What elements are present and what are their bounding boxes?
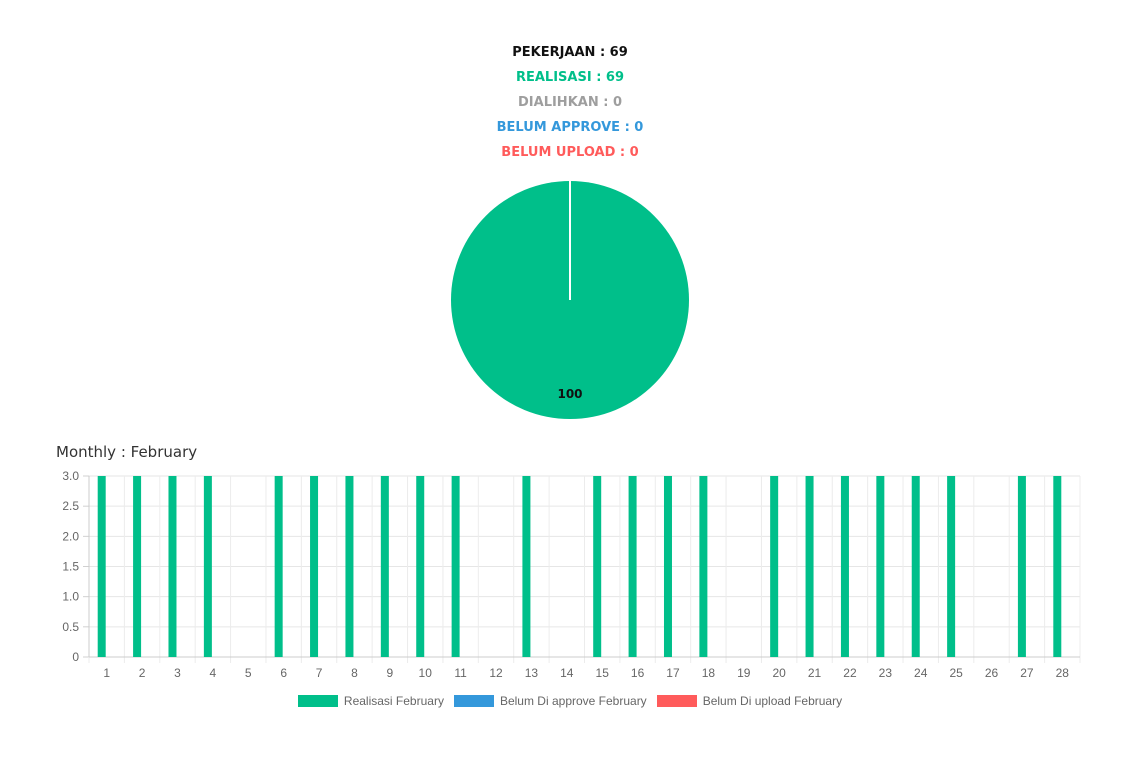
pie-chart-svg[interactable]: 100 bbox=[440, 170, 700, 430]
pie-data-label: 100 bbox=[557, 387, 582, 401]
bar-realisasi-february-15[interactable] bbox=[593, 476, 602, 657]
bar-realisasi-february-18[interactable] bbox=[699, 476, 708, 657]
bar-realisasi-february-20[interactable] bbox=[770, 476, 779, 657]
bar-realisasi-february-24[interactable] bbox=[911, 476, 920, 657]
x-tick-label: 22 bbox=[843, 666, 857, 680]
x-tick-label: 16 bbox=[631, 666, 645, 680]
bar-realisasi-february-27[interactable] bbox=[1017, 476, 1026, 657]
bar-realisasi-february-28[interactable] bbox=[1053, 476, 1062, 657]
realisasi-count: REALISASI : 69 bbox=[515, 70, 625, 85]
x-tick-label: 23 bbox=[879, 666, 893, 680]
x-tick-label: 1 bbox=[103, 666, 110, 680]
belum-upload-count: BELUM UPLOAD : 0 bbox=[501, 145, 639, 160]
bar-realisasi-february-8[interactable] bbox=[345, 476, 354, 657]
x-tick-label: 8 bbox=[351, 666, 358, 680]
x-tick-label: 18 bbox=[702, 666, 716, 680]
bar-realisasi-february-7[interactable] bbox=[310, 476, 319, 657]
bar-realisasi-february-4[interactable] bbox=[203, 476, 212, 657]
x-tick-label: 15 bbox=[596, 666, 610, 680]
x-tick-label: 28 bbox=[1056, 666, 1070, 680]
y-tick-label: 1.5 bbox=[62, 560, 79, 574]
bar-realisasi-february-23[interactable] bbox=[876, 476, 885, 657]
y-tick-label: 3.0 bbox=[62, 469, 79, 483]
belum-approve-count: BELUM APPROVE : 0 bbox=[496, 120, 644, 135]
bar-realisasi-february-10[interactable] bbox=[416, 476, 425, 657]
x-tick-label: 26 bbox=[985, 666, 999, 680]
x-tick-label: 9 bbox=[386, 666, 393, 680]
dialihkan-count: DIALIHKAN : 0 bbox=[518, 95, 622, 110]
y-tick-label: 0.5 bbox=[62, 620, 79, 634]
legend-item[interactable]: Belum Di upload February bbox=[656, 694, 843, 708]
bar-realisasi-february-25[interactable] bbox=[947, 476, 956, 657]
x-tick-label: 13 bbox=[525, 666, 539, 680]
x-tick-label: 7 bbox=[316, 666, 323, 680]
legend-swatch bbox=[656, 695, 697, 707]
bar-realisasi-february-9[interactable] bbox=[380, 476, 389, 657]
x-tick-label: 4 bbox=[210, 666, 217, 680]
bar-realisasi-february-21[interactable] bbox=[805, 476, 814, 657]
x-tick-label: 17 bbox=[666, 666, 680, 680]
bar-realisasi-february-17[interactable] bbox=[663, 476, 672, 657]
monthly-bar-chart[interactable]: 00.51.01.52.02.53.01 2 3 4 5 6 7 8 9 10 11 12 13 14 15… bbox=[0, 460, 1140, 690]
bar-realisasi-february-22[interactable] bbox=[840, 476, 849, 657]
x-tick-label: 14 bbox=[560, 666, 574, 680]
legend-item[interactable]: Realisasi February bbox=[297, 694, 444, 708]
bar-realisasi-february-3[interactable] bbox=[168, 476, 177, 657]
x-tick-label: 11 bbox=[454, 666, 467, 680]
bar-realisasi-february-6[interactable] bbox=[274, 476, 283, 657]
bar-realisasi-february-1[interactable] bbox=[97, 476, 106, 657]
bar-realisasi-february-16[interactable] bbox=[628, 476, 637, 657]
legend-label: Realisasi February bbox=[343, 694, 444, 708]
y-tick-label: 1.0 bbox=[62, 590, 79, 604]
legend-swatch bbox=[297, 695, 338, 707]
pie-chart[interactable]: 100 bbox=[440, 170, 700, 430]
x-tick-label: 19 bbox=[737, 666, 751, 680]
legend-swatch bbox=[453, 695, 494, 707]
legend-label: Belum Di upload February bbox=[702, 694, 843, 708]
x-tick-label: 12 bbox=[489, 666, 503, 680]
y-tick-label: 2.5 bbox=[62, 499, 79, 513]
bar-realisasi-february-13[interactable] bbox=[522, 476, 531, 657]
y-tick-label: 2.0 bbox=[62, 529, 79, 543]
x-tick-label: 6 bbox=[280, 666, 287, 680]
chart-legend: Realisasi February Belum Di approve Febru… bbox=[0, 694, 1140, 708]
legend-label: Belum Di approve February bbox=[499, 694, 647, 708]
x-tick-label: 21 bbox=[808, 666, 822, 680]
x-tick-label: 24 bbox=[914, 666, 928, 680]
bar-realisasi-february-2[interactable] bbox=[133, 476, 142, 657]
pekerjaan-count: PEKERJAAN : 69 bbox=[512, 45, 628, 60]
summary-stats: PEKERJAAN : 69 REALISASI : 69 DIALIHKAN … bbox=[0, 40, 1140, 165]
x-tick-label: 5 bbox=[245, 666, 252, 680]
legend-item[interactable]: Belum Di approve February bbox=[453, 694, 647, 708]
x-tick-label: 20 bbox=[772, 666, 786, 680]
x-tick-label: 27 bbox=[1020, 666, 1034, 680]
x-tick-label: 3 bbox=[174, 666, 181, 680]
x-tick-label: 10 bbox=[419, 666, 433, 680]
monthly-title: Monthly : February bbox=[56, 443, 198, 461]
bar-realisasi-february-11[interactable] bbox=[451, 476, 460, 657]
x-tick-label: 25 bbox=[949, 666, 963, 680]
x-tick-label: 2 bbox=[139, 666, 146, 680]
y-tick-label: 0 bbox=[72, 650, 79, 664]
